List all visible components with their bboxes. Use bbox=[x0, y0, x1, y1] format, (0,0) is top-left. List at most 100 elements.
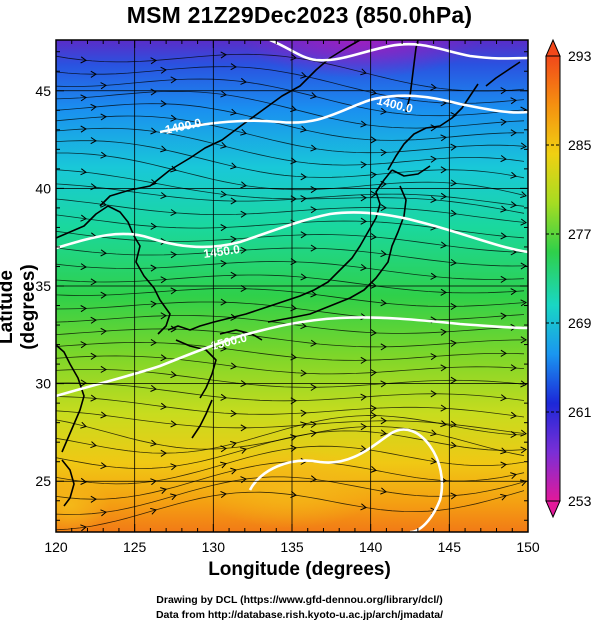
streamline-arrow bbox=[80, 421, 87, 429]
streamline-arrow bbox=[510, 288, 517, 296]
streamline-arrow bbox=[240, 128, 247, 136]
streamline-arrow bbox=[170, 114, 177, 122]
streamline-arrow bbox=[510, 472, 517, 480]
streamline-arrow bbox=[310, 206, 317, 214]
streamline-arrow bbox=[220, 393, 227, 401]
streamline-arrow bbox=[160, 487, 167, 494]
streamline-arrow bbox=[500, 349, 507, 357]
streamline-arrow bbox=[500, 118, 507, 126]
streamline-arrow bbox=[220, 260, 227, 268]
streamline-arrow bbox=[500, 493, 507, 501]
streamline-arrow bbox=[90, 278, 97, 286]
streamline-arrow bbox=[150, 507, 157, 515]
streamline-arrow bbox=[310, 290, 317, 298]
streamline-arrow bbox=[380, 250, 387, 258]
streamline bbox=[56, 368, 525, 388]
streamline-arrow bbox=[430, 390, 437, 398]
streamline-arrow bbox=[220, 190, 227, 198]
streamline-arrow bbox=[360, 423, 367, 431]
streamline-arrow bbox=[510, 411, 517, 419]
streamline-arrow bbox=[170, 371, 177, 379]
streamline-arrow bbox=[100, 249, 107, 257]
streamline-arrow bbox=[360, 194, 367, 202]
x-tick-label: 150 bbox=[516, 539, 540, 555]
streamline-arrow bbox=[170, 463, 177, 471]
colorbar-ticks: 293 285 277 269 261 253 bbox=[546, 48, 592, 509]
streamline-arrow bbox=[430, 353, 437, 361]
contour-label: 1450.0 bbox=[202, 242, 241, 261]
streamline-arrow bbox=[160, 66, 167, 74]
streamline-arrow bbox=[170, 76, 177, 84]
streamline-arrow bbox=[370, 404, 377, 412]
streamline-arrow bbox=[80, 168, 87, 176]
streamline-arrow bbox=[160, 100, 167, 108]
streamline bbox=[56, 301, 525, 321]
streamline-arrow bbox=[370, 369, 377, 377]
streamline-arrow bbox=[440, 420, 447, 428]
colorbar-max-arrow bbox=[545, 38, 561, 57]
streamline-arrow bbox=[160, 145, 167, 153]
streamline-arrow bbox=[380, 343, 387, 351]
streamline bbox=[56, 410, 525, 434]
streamline-arrow bbox=[500, 232, 507, 240]
streamline bbox=[56, 288, 525, 307]
streamline bbox=[56, 490, 525, 531]
streamline-arrow bbox=[230, 467, 237, 475]
axis-ticks bbox=[55, 40, 529, 532]
streamline-arrow bbox=[80, 379, 87, 387]
streamline bbox=[56, 261, 525, 280]
streamline-arrow bbox=[500, 312, 507, 320]
streamline bbox=[56, 476, 525, 515]
streamline-arrow bbox=[160, 449, 167, 457]
streamline-arrow bbox=[450, 492, 457, 500]
streamline-arrow bbox=[380, 487, 387, 495]
streamline bbox=[56, 445, 525, 485]
streamline-arrow bbox=[500, 155, 507, 163]
streamline-arrow bbox=[450, 441, 457, 449]
x-axis-label: Longitude (degrees) bbox=[208, 559, 391, 580]
streamline-arrow bbox=[170, 251, 177, 259]
streamline-arrow bbox=[80, 477, 87, 485]
colorbar-tick-label: 253 bbox=[568, 493, 592, 509]
streamline-arrow bbox=[220, 51, 227, 59]
streamline-arrow bbox=[300, 125, 307, 133]
streamline-arrow bbox=[90, 137, 97, 145]
streamline-arrow bbox=[300, 71, 307, 79]
streamline-arrow bbox=[240, 181, 247, 189]
streamline-arrow bbox=[240, 210, 247, 218]
streamline-arrow bbox=[450, 420, 457, 428]
x-tick-label: 130 bbox=[202, 539, 226, 555]
streamline-arrow bbox=[500, 205, 507, 213]
colorbar-tick-label: 293 bbox=[568, 48, 592, 64]
streamline-arrow bbox=[100, 509, 107, 517]
streamline-arrow bbox=[150, 264, 157, 272]
x-tick-label: 135 bbox=[280, 539, 304, 555]
y-tick-label: 30 bbox=[35, 376, 51, 392]
streamline-arrow bbox=[450, 259, 457, 267]
streamline-arrow bbox=[440, 166, 447, 174]
streamline-arrow bbox=[500, 461, 507, 469]
streamline-arrow bbox=[230, 362, 237, 370]
streamline-arrow bbox=[80, 263, 87, 271]
streamline-arrow bbox=[230, 108, 237, 116]
streamline-arrow bbox=[170, 209, 177, 217]
x-tick-label: 140 bbox=[359, 539, 383, 555]
streamline-arrow bbox=[370, 233, 377, 241]
streamline-arrow bbox=[450, 376, 457, 384]
colorbar-tick-label: 269 bbox=[568, 315, 592, 331]
streamline-arrow bbox=[370, 136, 377, 144]
streamline-arrow bbox=[430, 83, 437, 91]
colorbar-tick-label: 277 bbox=[568, 226, 592, 242]
streamline-arrow bbox=[510, 97, 517, 105]
streamline-arrow bbox=[380, 149, 387, 157]
streamline-arrow bbox=[360, 503, 367, 511]
colorbar-tick-label: 285 bbox=[568, 137, 592, 153]
colorbar-tick-label: 261 bbox=[568, 404, 592, 420]
streamline bbox=[56, 198, 525, 223]
streamline-arrow bbox=[300, 322, 307, 330]
streamline-arrow bbox=[150, 385, 157, 392]
streamline-arrow bbox=[220, 224, 227, 232]
streamline-arrow bbox=[450, 339, 457, 347]
streamline-arrow bbox=[240, 77, 247, 85]
